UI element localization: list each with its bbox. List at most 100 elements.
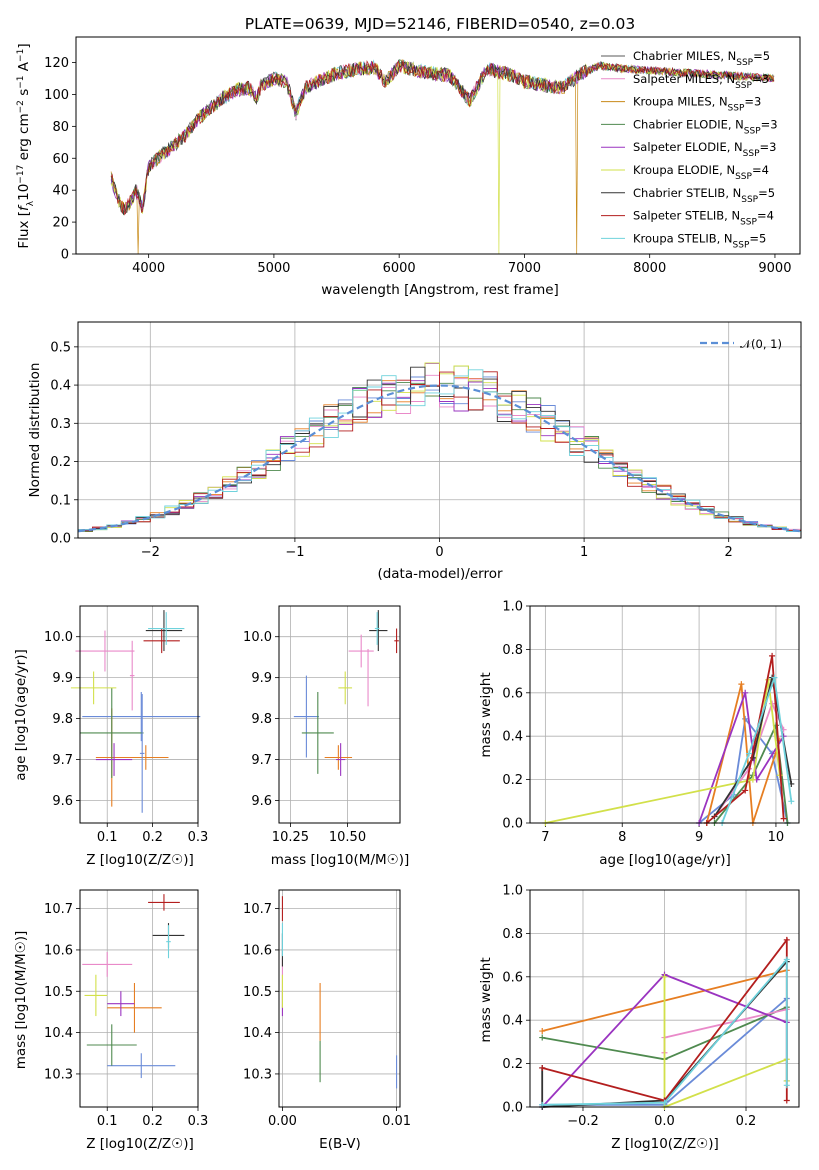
weight-line-4 bbox=[698, 692, 785, 824]
legend-label: Kroupa MILES, NSSP=3 bbox=[633, 95, 761, 114]
weight-vs-metallicity-panel: −0.2 0.0 0.2 0.0 0.2 0.4 0.6 0.8 1.0 Z [log10(Z/Z… bbox=[478, 884, 800, 1152]
y-tick-label: 0.4 bbox=[502, 730, 523, 745]
x-axis-label: (data-model)/error bbox=[377, 566, 503, 582]
x-tick-label: 4000 bbox=[132, 261, 165, 276]
y-axis-label: mass weight bbox=[478, 957, 494, 1042]
y-tick-label: 9.7 bbox=[52, 753, 73, 768]
y-tick-label: 0.8 bbox=[502, 927, 523, 942]
y-tick-label: 1.0 bbox=[502, 884, 523, 899]
x-tick-label: −1 bbox=[285, 545, 304, 560]
y-tick-label: 10.0 bbox=[44, 630, 73, 645]
x-tick-label: 0.1 bbox=[97, 1114, 118, 1129]
y-tick-label: 10.5 bbox=[44, 985, 73, 1000]
legend-label: Chabrier STELIB, NSSP=5 bbox=[633, 186, 775, 205]
x-tick-label: 9 bbox=[695, 830, 703, 845]
y-tick-label: 10.4 bbox=[44, 1026, 73, 1041]
x-tick-label: 0.3 bbox=[188, 1114, 209, 1129]
x-axis-label: mass [log10(M/M☉)] bbox=[271, 852, 410, 868]
y-tick-label: 10.0 bbox=[243, 630, 272, 645]
weight-marker bbox=[783, 1082, 790, 1089]
mass-vs-metallicity-panel: 0.1 0.2 0.3 10.3 10.4 10.5 10.6 10.7 Z [log10(Z/… bbox=[13, 889, 209, 1152]
x-tick-label: 0.0 bbox=[654, 1114, 675, 1129]
y-tick-label: 10.5 bbox=[243, 985, 272, 1000]
y-tick-label: 9.7 bbox=[251, 753, 272, 768]
weight-line-8 bbox=[721, 677, 793, 824]
histogram-step-7 bbox=[78, 371, 801, 531]
weight-marker bbox=[746, 750, 753, 757]
x-axis-label: Z [log10(Z/Z☉)] bbox=[611, 1136, 719, 1152]
legend-label: Salpeter STELIB, NSSP=4 bbox=[633, 209, 774, 228]
weight-marker bbox=[783, 936, 790, 943]
x-tick-label: −2 bbox=[141, 545, 160, 560]
y-tick-label: 9.6 bbox=[251, 794, 272, 809]
mass-vs-ebv-panel: 0.00 0.01 10.3 10.4 10.5 10.6 10.7 E(B-V) bbox=[243, 889, 411, 1152]
weight-marker bbox=[749, 776, 756, 783]
y-tick-label: 0.5 bbox=[50, 340, 71, 355]
x-tick-label: 7 bbox=[541, 830, 549, 845]
x-tick-label: 2 bbox=[725, 545, 733, 560]
weight-marker bbox=[771, 674, 778, 681]
x-tick-label: 10 bbox=[768, 830, 785, 845]
x-tick-label: 5000 bbox=[257, 261, 290, 276]
y-tick-label: 0.0 bbox=[502, 817, 523, 832]
weight-marker bbox=[769, 652, 776, 659]
y-tick-label: 10.3 bbox=[44, 1067, 73, 1082]
x-tick-label: 1 bbox=[580, 545, 588, 560]
weight-marker bbox=[783, 956, 790, 963]
x-axis-label: wavelength [Angstrom, rest frame] bbox=[321, 282, 559, 298]
y-tick-label: 1.0 bbox=[502, 600, 523, 615]
y-tick-label: 0.6 bbox=[502, 686, 523, 701]
y-tick-label: 0.1 bbox=[50, 493, 71, 508]
x-tick-label: 8000 bbox=[633, 261, 666, 276]
spectrum-line-5 bbox=[110, 60, 775, 254]
x-axis-label: E(B-V) bbox=[319, 1136, 361, 1152]
weight-marker bbox=[783, 1097, 790, 1104]
y-tick-label: 0 bbox=[61, 248, 69, 263]
y-tick-label: 9.9 bbox=[52, 671, 73, 686]
axes-frame bbox=[75, 36, 801, 255]
y-axis-label: age [log10(age/yr)] bbox=[13, 649, 29, 781]
y-tick-label: 0.2 bbox=[50, 455, 71, 470]
y-tick-label: 10.7 bbox=[44, 902, 73, 917]
y-tick-label: 0.4 bbox=[502, 1014, 523, 1029]
legend-label: 𝒩(0, 1) bbox=[740, 337, 782, 351]
x-tick-label: 7000 bbox=[508, 261, 541, 276]
y-tick-label: 120 bbox=[44, 56, 69, 71]
x-tick-label: 0 bbox=[435, 545, 443, 560]
x-tick-label: 0.2 bbox=[736, 1114, 757, 1129]
figure-title: PLATE=0639, MJD=52146, FIBERID=0540, z=0… bbox=[245, 15, 635, 33]
x-tick-label: 0.2 bbox=[142, 1114, 163, 1129]
residual-histogram-panel: −2 −1 0 1 2 0.0 0.1 0.2 0.3 0.4 0.5 𝒩(0, 1) (data-mo… bbox=[27, 321, 802, 582]
x-tick-label: 0.1 bbox=[97, 830, 118, 845]
y-axis-label: Flux [fλ10−17 erg cm−2 s−1 A−1] bbox=[16, 43, 36, 248]
x-tick-label: 8 bbox=[618, 830, 626, 845]
x-tick-label: 10.25 bbox=[272, 830, 309, 845]
x-axis-label: age [log10(age/yr)] bbox=[599, 852, 731, 868]
y-tick-label: 9.9 bbox=[251, 671, 272, 686]
weight-marker bbox=[742, 787, 749, 794]
y-tick-label: 10.7 bbox=[243, 902, 272, 917]
weight-marker bbox=[661, 1099, 668, 1106]
axes-frame bbox=[278, 605, 401, 824]
y-tick-label: 0.0 bbox=[50, 532, 71, 547]
y-tick-label: 0.8 bbox=[502, 643, 523, 658]
axes-frame bbox=[79, 605, 199, 824]
x-axis-label: Z [log10(Z/Z☉)] bbox=[86, 1136, 194, 1152]
y-tick-label: 9.8 bbox=[251, 712, 272, 727]
spectrum-panel: 4000 5000 6000 7000 8000 9000 0 20 40 60 80 100 120 C… bbox=[16, 36, 801, 298]
y-tick-label: 0.2 bbox=[502, 1057, 523, 1072]
weight-marker bbox=[738, 681, 745, 688]
y-tick-label: 10.6 bbox=[243, 943, 272, 958]
y-tick-label: 9.8 bbox=[52, 712, 73, 727]
weight-marker bbox=[539, 1028, 546, 1035]
y-tick-label: 10.6 bbox=[44, 943, 73, 958]
axes-frame bbox=[529, 605, 800, 824]
y-tick-label: 0.0 bbox=[502, 1101, 523, 1116]
weight-line-8 bbox=[542, 956, 788, 1106]
x-tick-label: 0.3 bbox=[188, 830, 209, 845]
y-tick-label: 0.4 bbox=[50, 379, 71, 394]
weight-marker bbox=[742, 689, 749, 696]
y-axis-label: mass weight bbox=[478, 672, 494, 757]
axes-frame bbox=[278, 889, 401, 1108]
